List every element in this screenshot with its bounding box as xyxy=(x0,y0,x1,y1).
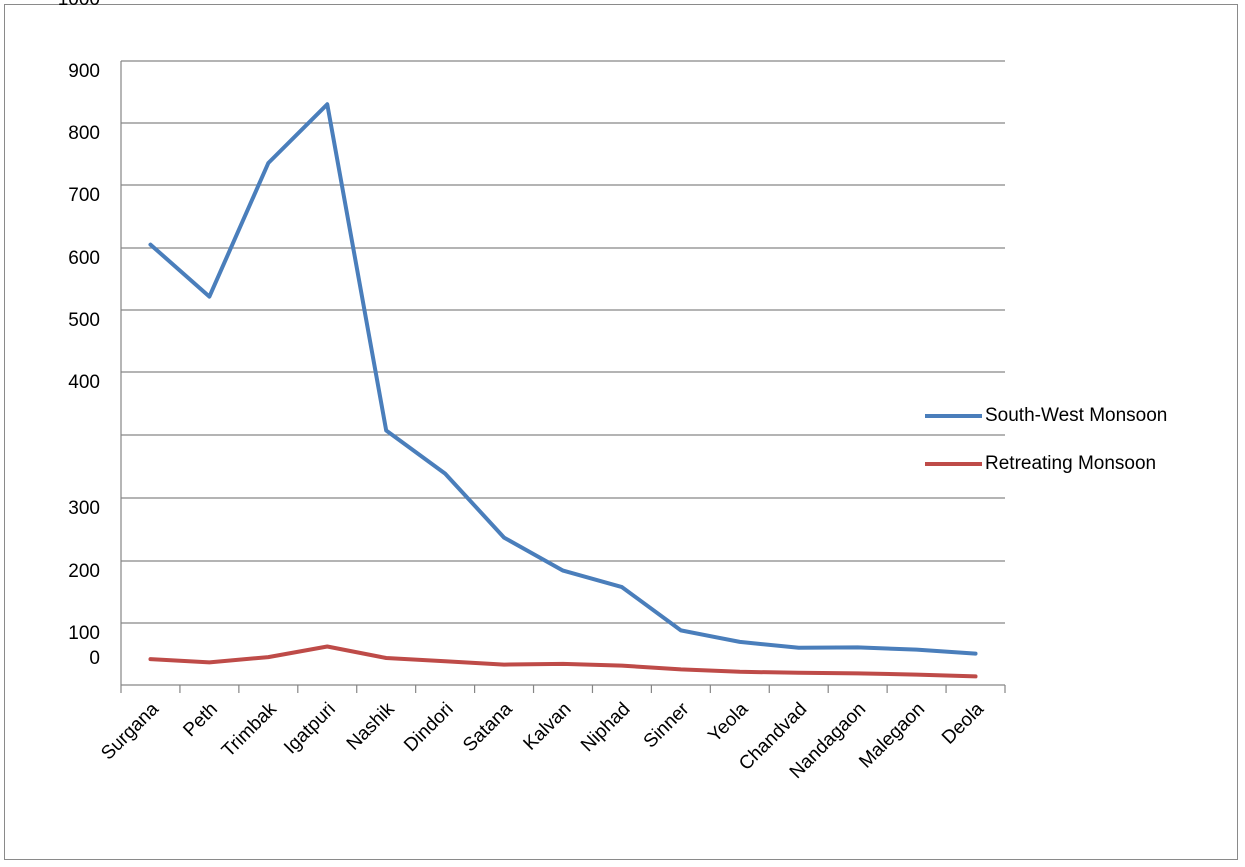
y-tick-label: 700 xyxy=(68,185,100,206)
gridlines xyxy=(121,60,1005,624)
x-tick-label: Yeola xyxy=(704,698,752,746)
x-tick-label: Dindori xyxy=(400,699,457,756)
x-tick-label: Trimbak xyxy=(218,698,281,761)
axes xyxy=(120,61,1006,693)
x-tick-label: Kalvan xyxy=(520,699,576,755)
x-tick-label: Deola xyxy=(938,698,988,748)
y-tick-label: 400 xyxy=(68,372,100,393)
y-tick-label: 300 xyxy=(68,498,100,519)
x-tick-label: Nashik xyxy=(343,698,399,754)
x-tick-label: Peth xyxy=(179,699,221,741)
series-line-retreating-monsoon xyxy=(148,644,978,679)
x-tick-label: Sinner xyxy=(640,698,694,752)
legend-label: Retreating Monsoon xyxy=(985,453,1156,474)
chart-frame xyxy=(4,4,1238,860)
legend: South-West Monsoon Retreating Monsoon xyxy=(925,405,1167,474)
y-tick-label: 500 xyxy=(68,310,100,331)
y-tick-label: 200 xyxy=(68,561,100,582)
series-line-south-west-monsoon xyxy=(148,102,978,656)
y-tick-labels: 0 100 200 300 400 500 600 700 800 900 1000 xyxy=(58,0,100,669)
series-lines xyxy=(148,102,978,679)
y-tick-label: 100 xyxy=(68,623,100,644)
y-tick-label: 900 xyxy=(68,61,100,82)
y-tick-label: 0 xyxy=(89,648,100,669)
x-tick-label: Surgana xyxy=(97,698,163,764)
x-tick-label: Satana xyxy=(459,698,517,756)
x-tick-label: Igatpuri xyxy=(280,699,340,759)
y-tick-label: 800 xyxy=(68,123,100,144)
x-tick-label: Niphad xyxy=(577,699,634,756)
y-tick-label: 600 xyxy=(68,248,100,269)
legend-label: South-West Monsoon xyxy=(985,405,1167,426)
y-tick-label: 1000 xyxy=(58,0,100,10)
